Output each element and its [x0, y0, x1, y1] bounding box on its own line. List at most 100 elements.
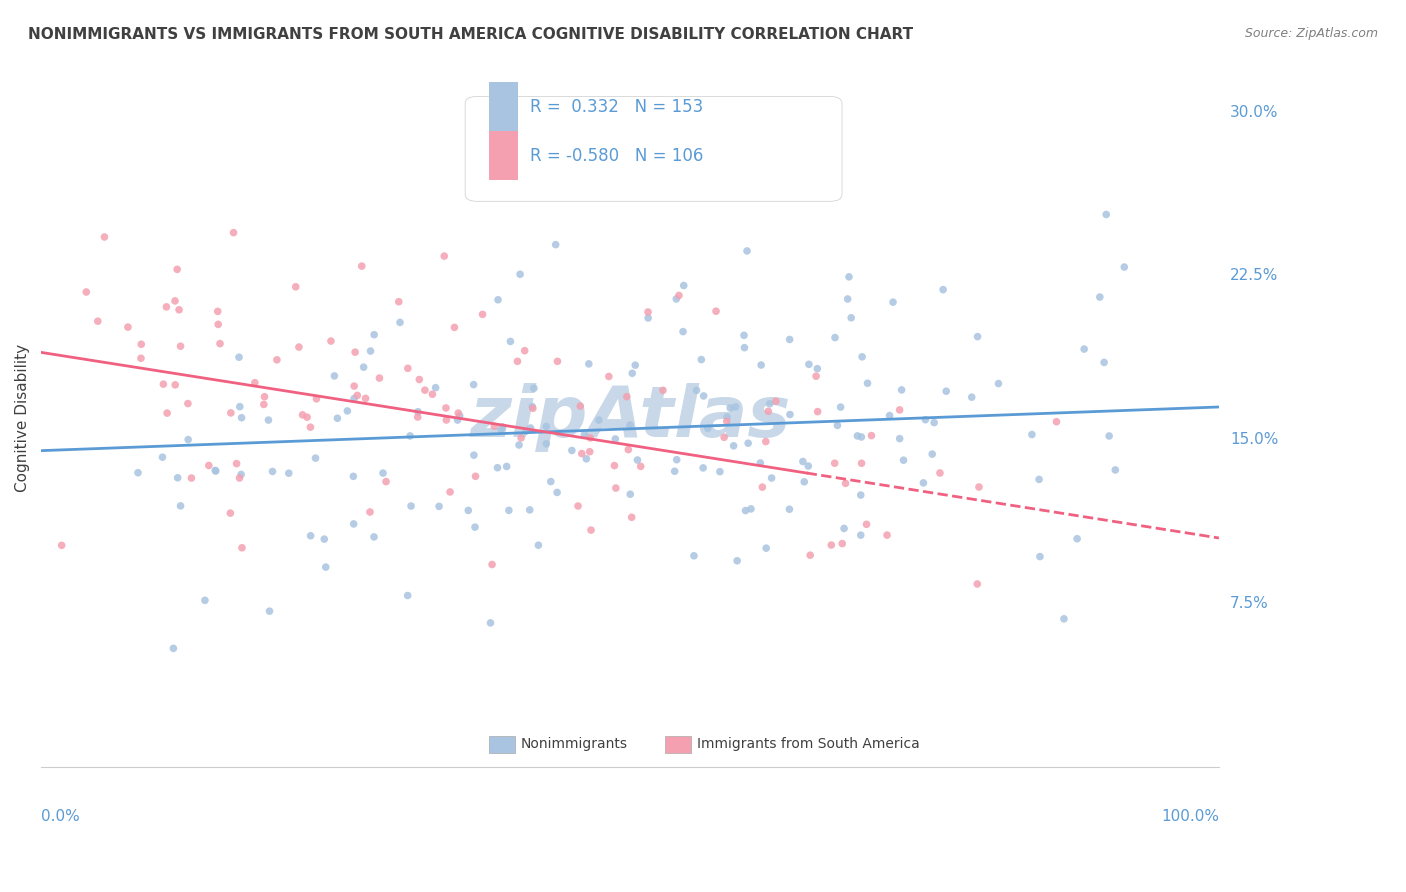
- Point: [838, 269, 860, 284]
- Point: [323, 368, 346, 383]
- Point: [571, 447, 593, 461]
- Point: [343, 392, 366, 406]
- Point: [935, 384, 957, 399]
- Point: [620, 510, 643, 524]
- Point: [229, 467, 252, 482]
- Point: [806, 361, 828, 376]
- Point: [569, 399, 592, 413]
- Point: [876, 528, 898, 542]
- Text: 30.0%: 30.0%: [1230, 104, 1278, 120]
- Point: [856, 376, 879, 391]
- Point: [578, 357, 600, 371]
- Point: [396, 589, 419, 603]
- Point: [778, 502, 800, 516]
- Text: R =  0.332   N = 153: R = 0.332 N = 153: [530, 98, 703, 116]
- Point: [295, 410, 318, 425]
- Point: [914, 413, 936, 427]
- Point: [685, 384, 707, 398]
- Point: [350, 259, 373, 273]
- Point: [169, 499, 191, 513]
- Point: [229, 400, 252, 414]
- Text: 100.0%: 100.0%: [1161, 809, 1219, 824]
- Point: [619, 487, 641, 501]
- Point: [219, 506, 242, 520]
- Point: [360, 344, 382, 359]
- Point: [616, 390, 638, 404]
- Point: [929, 466, 952, 480]
- Point: [152, 377, 174, 392]
- Point: [839, 310, 862, 325]
- Point: [704, 304, 727, 318]
- Point: [243, 376, 266, 390]
- Point: [463, 377, 485, 392]
- Point: [222, 226, 245, 240]
- Point: [93, 230, 115, 244]
- Point: [434, 413, 457, 427]
- Point: [605, 432, 627, 446]
- Point: [344, 345, 367, 359]
- Point: [827, 418, 849, 433]
- Point: [371, 466, 394, 480]
- Text: 7.5%: 7.5%: [1230, 596, 1268, 611]
- Point: [522, 400, 544, 414]
- Point: [652, 384, 675, 398]
- Point: [486, 460, 509, 475]
- Point: [326, 411, 349, 425]
- Point: [683, 549, 706, 563]
- FancyBboxPatch shape: [489, 82, 519, 131]
- Point: [262, 465, 284, 479]
- Point: [284, 280, 307, 294]
- Point: [860, 428, 883, 442]
- Point: [740, 502, 762, 516]
- Point: [912, 475, 935, 490]
- Point: [987, 376, 1010, 391]
- Point: [253, 397, 276, 411]
- Point: [664, 464, 686, 478]
- Point: [1114, 260, 1136, 274]
- Point: [733, 341, 755, 355]
- Point: [734, 503, 756, 517]
- Point: [299, 420, 322, 434]
- Point: [522, 401, 544, 416]
- Point: [508, 438, 530, 452]
- Point: [388, 315, 411, 329]
- Point: [180, 471, 202, 485]
- Point: [434, 401, 457, 415]
- Point: [598, 369, 620, 384]
- Point: [637, 310, 659, 325]
- Point: [536, 419, 558, 434]
- Point: [922, 416, 945, 430]
- Point: [725, 554, 748, 568]
- Point: [422, 387, 444, 401]
- Point: [837, 292, 859, 306]
- Point: [406, 410, 429, 425]
- Point: [709, 465, 731, 479]
- Point: [353, 360, 375, 375]
- Point: [690, 352, 713, 367]
- Point: [824, 456, 846, 470]
- Point: [156, 406, 179, 420]
- Point: [495, 459, 517, 474]
- Point: [506, 354, 529, 368]
- Point: [921, 447, 943, 461]
- Point: [523, 381, 546, 395]
- Point: [716, 414, 738, 428]
- Point: [87, 314, 110, 328]
- Point: [724, 400, 747, 414]
- Point: [855, 517, 877, 532]
- Point: [219, 406, 242, 420]
- Point: [406, 405, 429, 419]
- Point: [960, 390, 983, 404]
- Point: [259, 604, 281, 618]
- Point: [889, 432, 911, 446]
- Point: [849, 488, 872, 502]
- Point: [834, 476, 856, 491]
- Point: [637, 305, 659, 319]
- Point: [288, 340, 311, 354]
- Point: [194, 593, 217, 607]
- Point: [830, 400, 852, 414]
- Y-axis label: Cognitive Disability: Cognitive Disability: [15, 343, 30, 492]
- Point: [304, 451, 326, 466]
- Point: [1066, 532, 1088, 546]
- Point: [665, 452, 688, 467]
